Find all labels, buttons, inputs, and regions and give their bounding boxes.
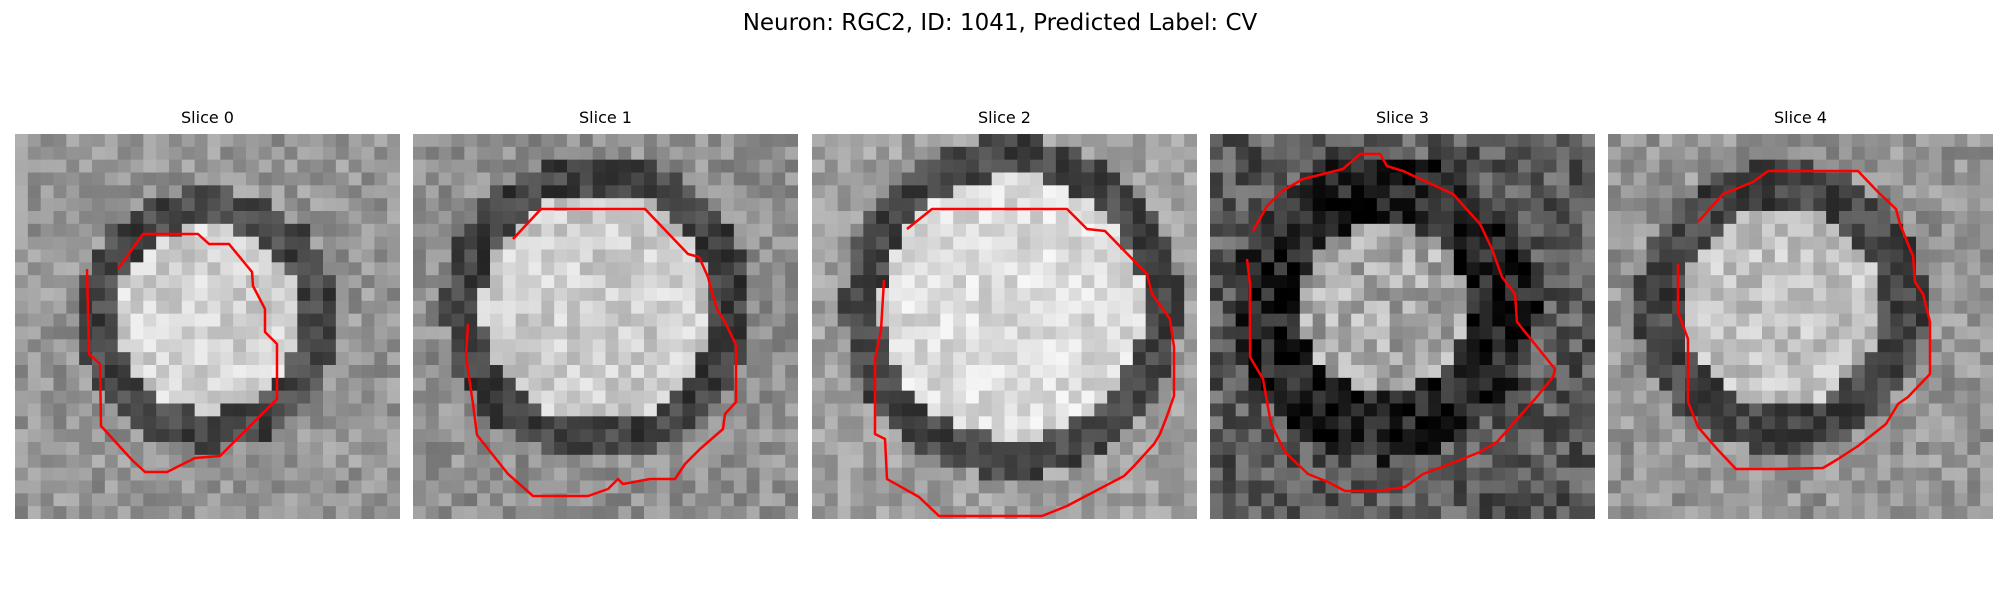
slice-panel-0: Slice 0 bbox=[15, 108, 400, 519]
slice-image-0 bbox=[15, 134, 400, 519]
slice-title-0: Slice 0 bbox=[181, 108, 234, 127]
slice-panel-4: Slice 4 bbox=[1608, 108, 1993, 519]
figure-title: Neuron: RGC2, ID: 1041, Predicted Label:… bbox=[742, 10, 1258, 36]
slice-panel-1: Slice 1 bbox=[413, 108, 798, 519]
slice-image-4 bbox=[1608, 134, 1993, 519]
slice-title-4: Slice 4 bbox=[1774, 108, 1827, 127]
slice-image-1 bbox=[413, 134, 798, 519]
slice-image-3 bbox=[1210, 134, 1595, 519]
cell-outline bbox=[85, 232, 279, 474]
slice-panel-2: Slice 2 bbox=[812, 108, 1197, 519]
slice-title-3: Slice 3 bbox=[1376, 108, 1429, 127]
slice-title-1: Slice 1 bbox=[579, 108, 632, 127]
slice-image-2 bbox=[812, 134, 1197, 519]
cell-outline bbox=[873, 207, 1176, 518]
slice-title-2: Slice 2 bbox=[978, 108, 1031, 127]
cell-outline bbox=[1245, 152, 1557, 493]
cell-outline bbox=[464, 207, 738, 498]
cell-outline bbox=[1676, 169, 1932, 471]
slice-panel-3: Slice 3 bbox=[1210, 108, 1595, 519]
